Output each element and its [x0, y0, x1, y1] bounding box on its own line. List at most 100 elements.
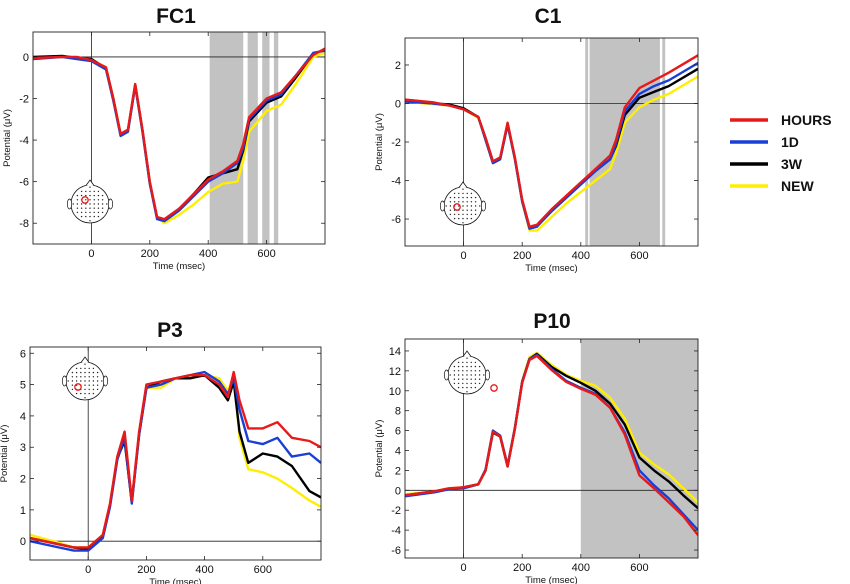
electrode-dot — [462, 365, 464, 368]
selected-electrode-marker — [74, 383, 82, 391]
electrode-dot — [466, 196, 468, 199]
electrode-dot — [92, 388, 95, 391]
electrode-dot — [92, 380, 95, 382]
electrode-dot — [470, 196, 473, 199]
legend: HOURS 1D 3W NEW — [730, 112, 832, 194]
electrode-dot — [92, 371, 95, 374]
chart-c1: 0 200 400 600 2 0 -2 -4 -6 C1 Time (msec) Potential… — [374, 5, 699, 274]
electrode-dot — [474, 365, 477, 368]
y-tick-label: 8 — [395, 406, 401, 418]
left-ear-shape — [66, 198, 73, 210]
electrode-dot — [449, 213, 452, 216]
x-tick-label: 400 — [572, 562, 590, 574]
electrode-dot — [478, 365, 481, 368]
electrode-inset — [439, 181, 487, 226]
y-tick-label: -2 — [19, 94, 29, 106]
nose-shape — [80, 356, 90, 363]
electrode-dot — [101, 207, 104, 209]
electrode-inset — [443, 350, 491, 395]
electrode-dot — [89, 186, 91, 188]
chart-title: P3 — [157, 319, 183, 342]
electrode-dot — [466, 382, 468, 385]
electrode-dot — [466, 213, 468, 216]
y-tick-label: -4 — [391, 176, 401, 188]
electrode-dot — [85, 194, 87, 197]
electrode-dot — [101, 203, 104, 205]
y-tick-label: -4 — [391, 525, 401, 537]
x-tick-label: 600 — [257, 248, 275, 260]
electrode-dot — [478, 382, 481, 385]
x-axis-label: Time (msec) — [153, 261, 205, 272]
electrode-dot — [453, 374, 456, 376]
electrode-dot — [93, 199, 95, 201]
significance-shading — [262, 32, 270, 244]
electrode-dot — [462, 188, 464, 190]
y-tick-label: -2 — [391, 505, 401, 517]
electrode-dot — [76, 203, 79, 205]
electrode-dot — [445, 205, 447, 207]
y-tick-label: 4 — [20, 411, 26, 423]
electrode-dot — [466, 370, 468, 372]
electrode-dot — [85, 199, 87, 201]
x-tick-label: 200 — [141, 248, 159, 260]
series-line-hours — [405, 354, 698, 536]
electrode-dot — [85, 211, 87, 214]
electrode-dot — [470, 209, 473, 211]
electrode-dot — [453, 201, 456, 203]
y-tick-label: 4 — [395, 445, 401, 457]
electrode-dot — [462, 382, 464, 385]
electrode-dot — [92, 392, 95, 395]
electrode-dot — [76, 207, 79, 209]
series-line-hours — [33, 47, 325, 221]
electrode-dot — [457, 365, 460, 368]
right-ear-shape — [102, 375, 109, 387]
electrode-dot — [71, 384, 74, 386]
selected-electrode-marker — [81, 196, 89, 204]
electrode-dot — [462, 209, 464, 211]
electrode-dot — [478, 370, 481, 372]
plot-frame — [29, 346, 322, 561]
electrode-dot — [88, 392, 90, 395]
x-tick-label: 400 — [195, 564, 213, 576]
electrode-dot — [85, 215, 87, 218]
y-tick-label: 0 — [395, 98, 401, 110]
electrode-dot — [462, 205, 464, 207]
electrode-dot — [96, 380, 99, 382]
electrode-dot — [89, 211, 91, 214]
electrode-dot — [84, 388, 86, 391]
x-tick-label: 600 — [254, 564, 272, 576]
electrode-dot — [92, 376, 95, 378]
electrode-dot — [457, 370, 460, 372]
electrode-dot — [84, 363, 86, 365]
x-tick-label: 200 — [513, 562, 531, 574]
electrode-dot — [470, 205, 473, 207]
electrode-dot — [478, 374, 481, 376]
electrode-dot — [470, 378, 472, 380]
series-line-hours — [30, 370, 321, 549]
electrode-dot — [88, 376, 90, 378]
electrode-dot — [88, 367, 90, 370]
chart-p10: 0 200 400 600 14 12 10 8 6 4 2 0 -2 -4 -6 P10 Time (msec… — [374, 310, 699, 584]
chart-title: FC1 — [156, 5, 196, 28]
y-tick-label: -8 — [19, 218, 29, 230]
y-tick-label: -6 — [391, 214, 401, 226]
electrode-dot — [466, 192, 468, 195]
electrode-dot — [466, 361, 468, 364]
electrode-dot — [470, 201, 473, 203]
electrode-dot — [462, 196, 464, 199]
electrode-dot — [80, 211, 83, 214]
electrode-dot — [462, 222, 464, 224]
selected-electrode-marker — [490, 384, 498, 392]
electrode-dot — [76, 211, 79, 214]
electrode-inset — [61, 356, 109, 401]
electrode-dot — [474, 378, 477, 380]
y-tick-label: -4 — [19, 135, 29, 147]
y-tick-label: 10 — [389, 386, 401, 398]
electrode-dot — [89, 207, 91, 209]
electrode-dot — [453, 365, 456, 368]
chart-title: P10 — [533, 310, 570, 333]
electrode-dot — [457, 374, 460, 376]
electrode-dot — [474, 370, 477, 372]
electrode-dot — [462, 361, 464, 364]
